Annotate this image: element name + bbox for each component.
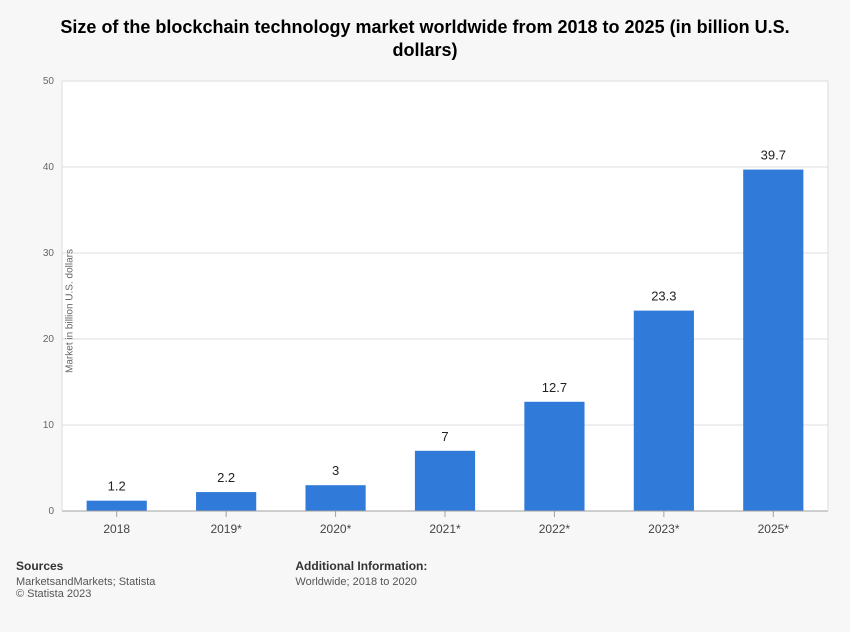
chart-footer: Sources MarketsandMarkets; Statista © St… xyxy=(12,551,838,600)
x-tick-label: 2023* xyxy=(648,522,680,536)
chart-title: Size of the blockchain technology market… xyxy=(12,16,838,71)
y-axis-label: Market in billion U.S. dollars xyxy=(64,249,75,373)
info-heading: Additional Information: xyxy=(295,559,427,573)
additional-info-block: Additional Information: Worldwide; 2018 … xyxy=(295,559,427,600)
x-tick-label: 2020* xyxy=(320,522,352,536)
x-tick-label: 2021* xyxy=(429,522,461,536)
sources-heading: Sources xyxy=(16,559,155,573)
y-tick-label: 40 xyxy=(43,162,55,173)
plot-background xyxy=(62,81,828,511)
bar-value-label: 1.2 xyxy=(108,478,126,493)
y-tick-label: 30 xyxy=(43,248,55,259)
bar xyxy=(196,492,256,511)
x-tick-label: 2019* xyxy=(210,522,242,536)
chart-svg: 0 10 20 30 40 50 1.2 2018 2.2 2019* 3 2020* 7 2021* 12… xyxy=(12,71,838,551)
bar-value-label: 3 xyxy=(332,463,339,478)
bar xyxy=(743,169,803,510)
bar-value-label: 12.7 xyxy=(542,380,567,395)
bar xyxy=(524,402,584,511)
bar xyxy=(634,310,694,510)
y-tick-label: 10 xyxy=(43,420,55,431)
chart-area: Market in billion U.S. dollars 0 10 20 30 40… xyxy=(12,71,838,551)
x-tick-label: 2025* xyxy=(758,522,790,536)
sources-line: MarketsandMarkets; Statista xyxy=(16,576,155,588)
bar xyxy=(87,500,147,510)
info-line: Worldwide; 2018 to 2020 xyxy=(295,576,427,588)
bar-value-label: 7 xyxy=(441,429,448,444)
chart-container: Size of the blockchain technology market… xyxy=(0,0,850,632)
bar-value-label: 23.3 xyxy=(651,288,676,303)
bar-value-label: 39.7 xyxy=(761,147,786,162)
bar-value-label: 2.2 xyxy=(217,470,235,485)
y-tick-label: 50 xyxy=(43,76,55,87)
bar xyxy=(305,485,365,511)
sources-copyright: © Statista 2023 xyxy=(16,588,155,600)
y-tick-label: 0 xyxy=(48,506,54,517)
x-tick-label: 2022* xyxy=(539,522,571,536)
y-tick-label: 20 xyxy=(43,334,55,345)
sources-block: Sources MarketsandMarkets; Statista © St… xyxy=(16,559,155,600)
bar xyxy=(415,451,475,511)
x-tick-label: 2018 xyxy=(103,522,130,536)
